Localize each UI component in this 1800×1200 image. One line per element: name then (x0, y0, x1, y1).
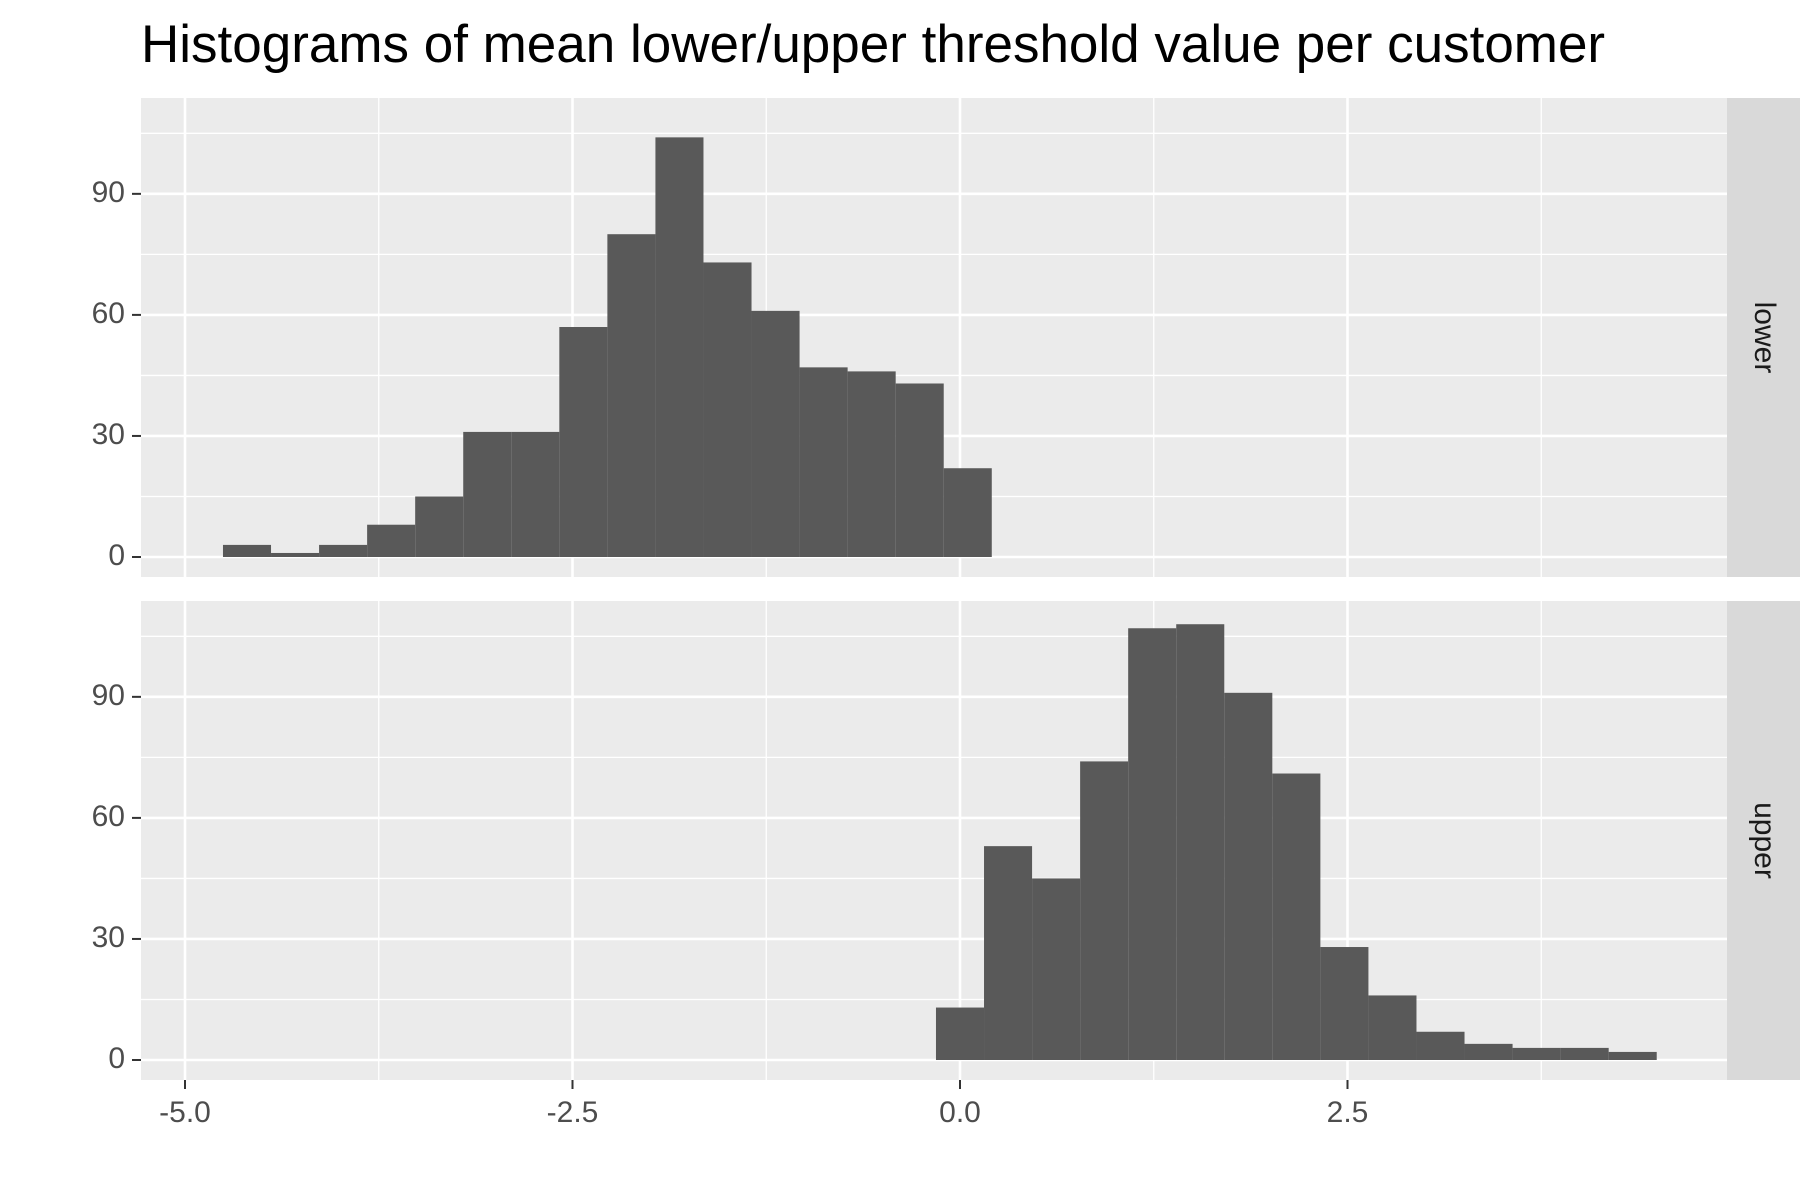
histogram-bar-upper (1464, 1043, 1513, 1060)
histogram-bar-upper (1080, 761, 1129, 1060)
y-axis-tick-label: 30 (92, 921, 125, 954)
x-axis-tick-label: -5.0 (159, 1096, 211, 1129)
histogram-bar-upper (1368, 995, 1417, 1060)
histogram-bar-upper (1608, 1051, 1657, 1060)
histogram-bar-lower (367, 524, 416, 557)
x-axis-tick-label: 0.0 (939, 1096, 981, 1129)
y-axis-tick-label: 90 (92, 176, 125, 209)
y-axis-tick-label: 60 (92, 297, 125, 330)
histogram-bar-lower (895, 383, 944, 557)
histogram-bar-upper (1032, 878, 1081, 1060)
panel-background-upper (141, 601, 1727, 1080)
histogram-bar-lower (751, 310, 800, 557)
histogram-bar-upper (1512, 1047, 1561, 1060)
facet-strip-label: upper (1748, 802, 1781, 879)
x-axis-tick-label: 2.5 (1327, 1096, 1369, 1129)
histogram-bar-upper (1416, 1031, 1465, 1060)
y-axis-tick-label: 0 (108, 1042, 125, 1075)
histogram-bar-lower (319, 544, 368, 557)
histogram-bar-lower (607, 234, 656, 557)
facet-strip-label: lower (1748, 302, 1781, 374)
facet-strip-lower (1727, 98, 1800, 577)
histogram-bar-upper (1560, 1047, 1609, 1060)
histogram-bar-lower (943, 468, 992, 557)
histogram-bar-lower (655, 137, 704, 558)
histogram-bar-lower (847, 371, 896, 557)
histogram-bar-upper (935, 1007, 985, 1060)
x-axis-tick-label: -2.5 (547, 1096, 599, 1129)
histogram-bar-upper (984, 846, 1033, 1060)
histogram-bar-lower (463, 431, 512, 557)
histogram-bar-lower (703, 262, 752, 557)
y-axis-tick-label: 60 (92, 800, 125, 833)
facet-strip-upper (1727, 601, 1800, 1080)
histogram-bar-upper (1272, 773, 1321, 1060)
y-axis-tick-label: 30 (92, 418, 125, 451)
histogram-bar-lower (511, 431, 560, 557)
histogram-bar-lower (415, 496, 464, 557)
histogram-bar-lower (271, 552, 320, 557)
histogram-bar-lower (799, 367, 848, 557)
histogram-bar-lower (222, 544, 272, 557)
histogram-bar-upper (1224, 692, 1273, 1060)
histogram-bar-lower (559, 327, 608, 557)
histogram-bar-upper (1128, 628, 1177, 1060)
y-axis-tick-label: 0 (108, 539, 125, 572)
histogram-bar-upper (1320, 947, 1369, 1060)
y-axis-tick-label: 90 (92, 679, 125, 712)
chart-title: Histograms of mean lower/upper threshold… (141, 15, 1606, 74)
histogram-bar-upper (1176, 624, 1225, 1060)
